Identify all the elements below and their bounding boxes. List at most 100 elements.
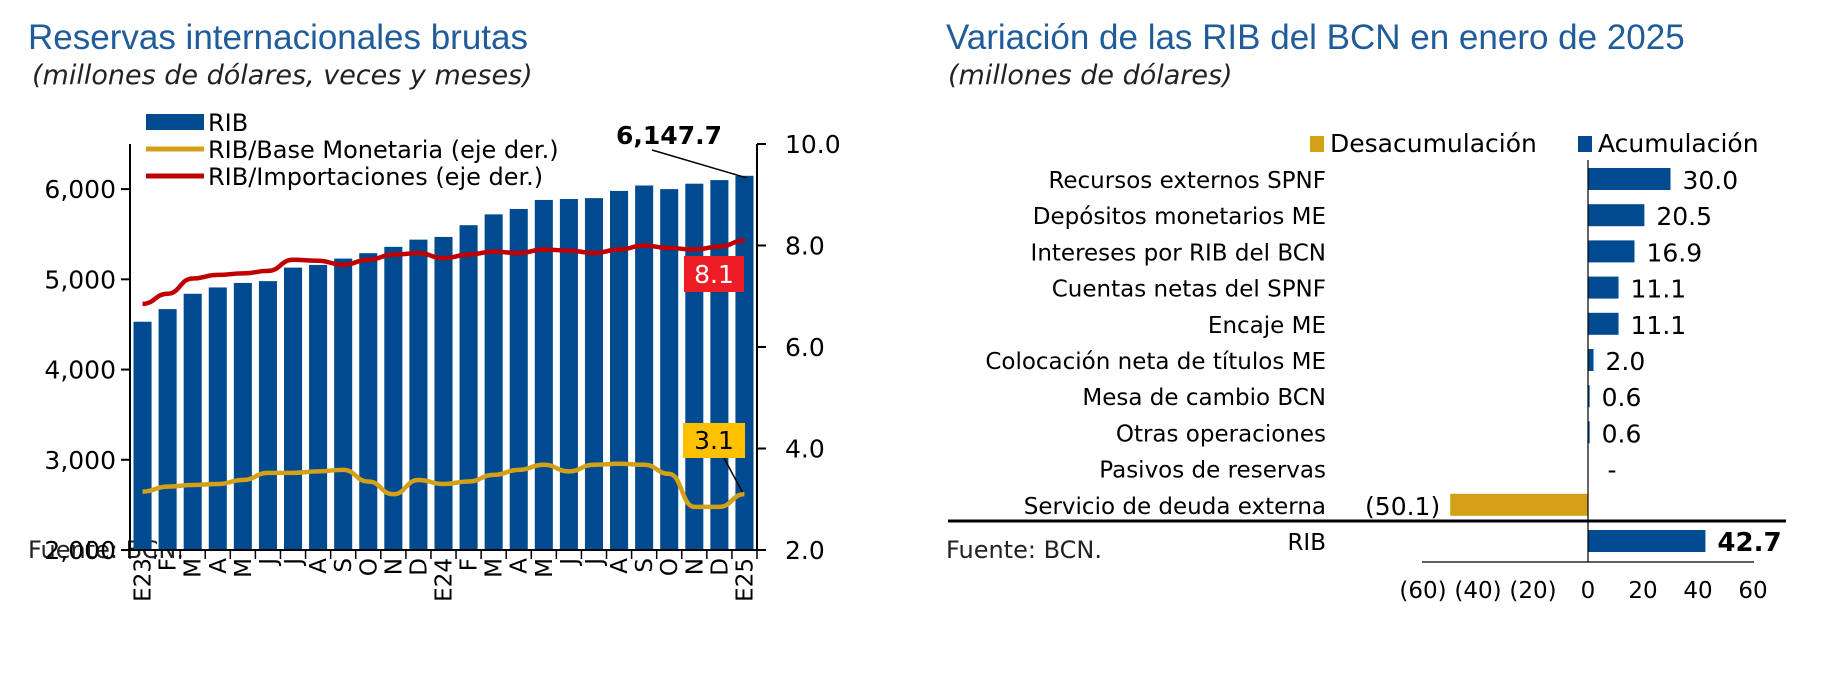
category-label: Otras operaciones [1116,421,1326,447]
legend-acum-swatch [1578,136,1592,152]
x-tick-label: N [682,558,708,575]
value-label: 42.7 [1717,528,1781,558]
category-label: Encaje ME [1208,313,1326,339]
rib-bar [610,190,629,550]
category-label: Cuentas netas del SPNF [1052,277,1326,303]
rib-base-monetaria-line [142,461,745,510]
rib-bar [359,253,378,550]
right-chart-source: Fuente: BCN. [946,536,1102,564]
rib-bar [434,236,453,550]
y-right-tick-label: 8.0 [785,232,825,261]
x-tick-label: 60 [1738,578,1767,604]
rib-bar [459,225,478,550]
x-tick-label: M [181,558,207,578]
y-right-tick-label: 4.0 [785,435,825,464]
x-tick-label: J [281,558,307,567]
legend-label: RIB/Base Monetaria (eje der.) [208,136,559,164]
x-tick-label: A [507,558,533,574]
x-tick-label: 40 [1683,578,1712,604]
rib-bar [584,198,604,550]
category-label: RIB [1287,530,1326,556]
last-imports-box [684,256,744,292]
rib-bar [133,321,152,550]
x-tick-label: O [657,558,683,576]
value-label: 2.0 [1606,347,1646,376]
y-left-tick-label: 5,000 [44,265,116,294]
rib-bar [710,180,729,551]
category-label: Recursos externos SPNF [1048,168,1326,194]
x-tick-label: 0 [1581,578,1596,604]
x-tick-label: E25 [732,558,758,602]
last-imports-label: 8.1 [694,260,734,289]
rib-bar [283,267,303,550]
x-tick-label: A [306,558,332,574]
x-tick-label: M [532,558,558,578]
x-tick-label: (40) [1454,578,1501,604]
rib-bar [409,239,428,550]
x-tick-label: S [331,558,357,573]
x-tick-label: (60) [1399,578,1446,604]
value-label: - [1607,456,1616,485]
rib-bar [258,281,277,550]
rib-importaciones-line [142,238,745,307]
x-tick-label: O [356,558,382,576]
acumulacion-bar [1588,276,1619,299]
category-label: Depósitos monetarios ME [1033,204,1326,230]
rib-bar [534,199,553,550]
x-tick-label: A [206,558,232,574]
acumulacion-bar [1588,168,1671,190]
last-base-label: 3.1 [694,426,734,455]
acumulacion-bar [1588,530,1706,552]
x-tick-label: M [231,558,257,578]
x-tick-label: (20) [1509,578,1556,604]
y-right-tick-label: 6.0 [785,333,825,362]
rib-bar [183,293,202,550]
last-base-box [683,423,745,458]
x-tick-label: J [582,558,608,567]
last-rib-label: 6,147.7 [616,121,722,150]
y-left-tick-label: 4,000 [44,356,116,385]
value-label: 0.6 [1602,383,1642,412]
right-chart-title: Variación de las RIB del BCN en enero de… [946,18,1685,57]
rib-bar [660,189,679,550]
legend-desacum-swatch [1310,136,1324,152]
category-label: Intereses por RIB del BCN [1031,240,1326,266]
x-tick-label: D [406,558,432,576]
x-tick-label: A [607,558,633,574]
acumulacion-bar [1588,312,1619,335]
legend-desacum-label: Desacumulación [1330,129,1537,158]
acumulacion-bar [1588,240,1635,263]
rib-bar [559,199,578,550]
value-label: (50.1) [1365,492,1440,521]
x-tick-label: E23 [131,558,157,602]
left-chart-subtitle: (millones de dólares, veces y meses) [32,60,533,91]
desacumulacion-bar [1450,493,1588,516]
x-tick-label: F [156,558,182,571]
x-tick-label: D [707,558,733,576]
rib-bar [635,185,654,550]
category-label: Pasivos de reservas [1099,458,1326,484]
rib-bar [509,208,528,550]
category-label: Colocación neta de títulos ME [985,349,1326,375]
rib-bar [334,258,353,550]
acumulacion-bar [1588,349,1594,371]
x-tick-label: F [457,558,483,571]
rib-bar [384,246,403,550]
category-label: Servicio de deuda externa [1024,494,1326,520]
last-rib-leader [651,149,747,179]
value-label: 20.5 [1656,202,1712,231]
legend-label: RIB/Importaciones (eje der.) [208,163,543,191]
rib-bar [233,282,252,550]
category-label: Mesa de cambio BCN [1082,385,1326,411]
y-left-tick-label: 2,000 [44,536,116,565]
legend-label: RIB [208,109,248,137]
legend-swatch-rib [146,114,204,130]
right-chart-subtitle: (millones de dólares) [948,60,1233,91]
acumulacion-bar [1588,421,1590,444]
y-left-tick-label: 3,000 [44,446,116,475]
value-label: 30.0 [1683,166,1739,195]
rib-bar [484,214,503,550]
value-label: 11.1 [1631,275,1687,304]
acumulacion-bar [1588,204,1645,227]
y-right-tick-label: 2.0 [785,536,825,565]
